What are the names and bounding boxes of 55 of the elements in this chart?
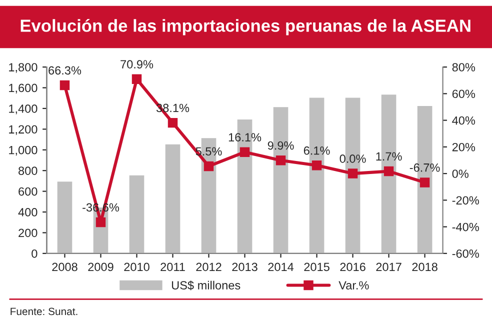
legend-label: US$ millones (172, 280, 240, 290)
point (96, 217, 106, 228)
x-tick-label: 2017 (376, 262, 402, 272)
y2-tick-label: 60% (452, 90, 476, 98)
point (384, 166, 394, 176)
x-tick-label: 2010 (124, 262, 150, 272)
x-tick-label: 2016 (340, 262, 366, 272)
x-tick-label: 2013 (232, 262, 258, 272)
x-tick-label: 2008 (52, 262, 78, 272)
y-tick-label: 1,400 (9, 104, 38, 114)
legend-label: Var.% (338, 281, 369, 290)
point (240, 147, 250, 157)
y2-tick-label: -60% (452, 249, 479, 258)
x-tick-label: 2015 (304, 262, 330, 272)
point (348, 168, 358, 178)
x-tick-label: 2014 (268, 262, 294, 272)
point (420, 178, 430, 188)
bar (128, 174, 146, 254)
bar (164, 142, 182, 254)
data-label: -6.7% (410, 163, 440, 172)
data-label: 16.1% (228, 133, 262, 142)
y2-tick-label: -40% (452, 222, 479, 232)
y-tick-label: 1,000 (9, 146, 38, 156)
point (276, 156, 286, 166)
point (168, 118, 178, 128)
point (312, 160, 322, 170)
x-tick-label: 2012 (196, 262, 222, 272)
point (204, 161, 214, 172)
x-tick-label: 2011 (160, 262, 185, 272)
y-tick-label: 0 (32, 249, 38, 258)
data-label: 66.3% (48, 66, 82, 75)
y-tick-label: 1,800 (9, 63, 38, 73)
data-label: 70.9% (120, 60, 154, 68)
source-note: Fuente: Sunat. (10, 308, 78, 316)
y2-tick-label: 20% (452, 142, 476, 152)
point (132, 74, 142, 84)
data-label: 0.0% (340, 154, 366, 163)
x-tick-label: 2009 (88, 262, 114, 272)
y-tick-label: 1,200 (9, 125, 38, 135)
y-tick-label: 1,600 (9, 84, 38, 94)
point (60, 80, 70, 90)
data-label: 9.9% (268, 141, 294, 150)
data-label: 6.1% (304, 146, 330, 155)
y2-tick-label: 80% (452, 63, 476, 72)
y-tick-label: 800 (18, 166, 38, 175)
x-tick-label: 2018 (412, 262, 438, 272)
y2-tick-label: 40% (452, 116, 476, 125)
chart-title: Evolución de las importaciones peruanas de la ASEAN (20, 18, 470, 36)
y-tick-label: 400 (18, 208, 38, 216)
bar (56, 180, 74, 254)
y2-tick-label: -20% (452, 196, 479, 205)
y2-tick-label: 0% (452, 170, 468, 178)
y-tick-label: 200 (18, 228, 38, 238)
y-tick-label: 600 (18, 187, 38, 196)
data-label: 1.7% (376, 152, 402, 161)
